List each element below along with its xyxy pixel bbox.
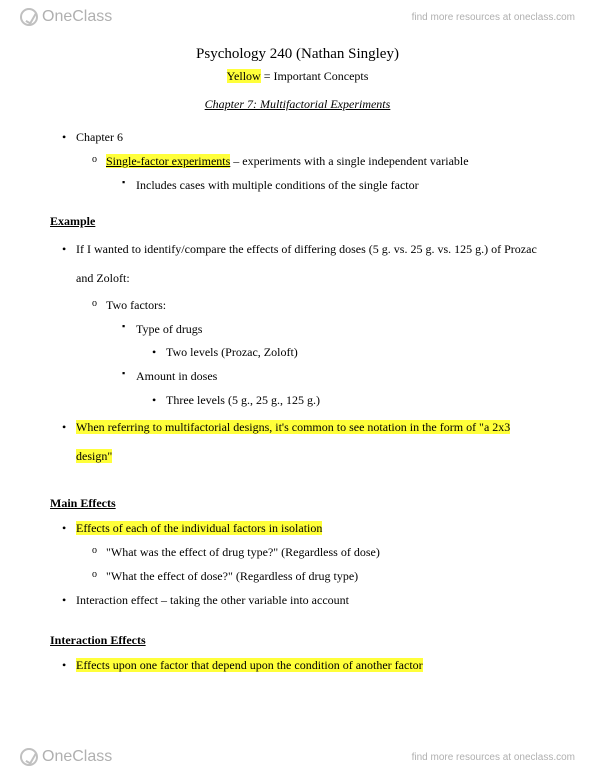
list-item: Includes cases with multiple conditions …	[136, 174, 545, 197]
highlighted-text: Effects of each of the individual factor…	[76, 521, 322, 535]
list-item: Chapter 6 Single-factor experiments – ex…	[76, 126, 545, 196]
list-item: "What was the effect of drug type?" (Reg…	[106, 541, 545, 564]
highlighted-text: When referring to multifactorial designs…	[76, 420, 510, 463]
text: Two levels (Prozac, Zoloft)	[166, 345, 298, 359]
document-body: Psychology 240 (Nathan Singley) Yellow =…	[0, 30, 595, 708]
brand-link-top: find more resources at oneclass.com	[412, 12, 575, 23]
list-item: "What the effect of dose?" (Regardless o…	[106, 565, 545, 588]
chapter-heading: Chapter 7: Multifactorial Experiments	[50, 93, 545, 116]
page-subtitle: Yellow = Important Concepts	[50, 65, 545, 88]
list-item: Amount in doses Three levels (5 g., 25 g…	[136, 365, 545, 412]
list-item: If I wanted to identify/compare the effe…	[76, 235, 545, 412]
list-item: Single-factor experiments – experiments …	[106, 150, 545, 197]
list-item: Interaction effect – taking the other va…	[76, 589, 545, 612]
text: Type of drugs	[136, 322, 202, 336]
text: Includes cases with multiple conditions …	[136, 178, 419, 192]
text: – experiments with a single independent …	[230, 154, 468, 168]
brand-logo-icon	[20, 8, 38, 26]
brand-logo: OneClass	[20, 748, 112, 766]
subtitle-text: = Important Concepts	[261, 69, 369, 83]
text: Chapter 6	[76, 130, 123, 144]
header-brand-bar: OneClass find more resources at oneclass…	[0, 0, 595, 30]
section-main-effects: Main Effects	[50, 492, 545, 515]
text: "What the effect of dose?" (Regardless o…	[106, 569, 358, 583]
highlighted-term: Single-factor experiments	[106, 154, 230, 168]
text: "What was the effect of drug type?" (Reg…	[106, 545, 380, 559]
brand-logo: OneClass	[20, 8, 112, 26]
highlighted-text: Effects upon one factor that depend upon…	[76, 658, 423, 672]
list-item: Effects of each of the individual factor…	[76, 517, 545, 587]
footer-brand-bar: OneClass find more resources at oneclass…	[0, 740, 595, 770]
subtitle-highlight: Yellow	[227, 69, 261, 83]
text: Interaction effect – taking the other va…	[76, 593, 349, 607]
list-item: Type of drugs Two levels (Prozac, Zoloft…	[136, 318, 545, 365]
list-item: Two levels (Prozac, Zoloft)	[166, 341, 545, 364]
text: Amount in doses	[136, 369, 217, 383]
list-item: Effects upon one factor that depend upon…	[76, 654, 545, 677]
brand-name: OneClass	[42, 748, 112, 766]
brand-name: OneClass	[42, 8, 112, 26]
list-item: When referring to multifactorial designs…	[76, 413, 545, 471]
text: Two factors:	[106, 298, 166, 312]
list-item: Two factors: Type of drugs Two levels (P…	[106, 294, 545, 412]
text: Three levels (5 g., 25 g., 125 g.)	[166, 393, 320, 407]
brand-logo-icon	[20, 748, 38, 766]
section-interaction-effects: Interaction Effects	[50, 629, 545, 652]
brand-link-bottom: find more resources at oneclass.com	[412, 752, 575, 763]
section-example: Example	[50, 210, 545, 233]
text: If I wanted to identify/compare the effe…	[76, 242, 537, 285]
list-item: Three levels (5 g., 25 g., 125 g.)	[166, 389, 545, 412]
